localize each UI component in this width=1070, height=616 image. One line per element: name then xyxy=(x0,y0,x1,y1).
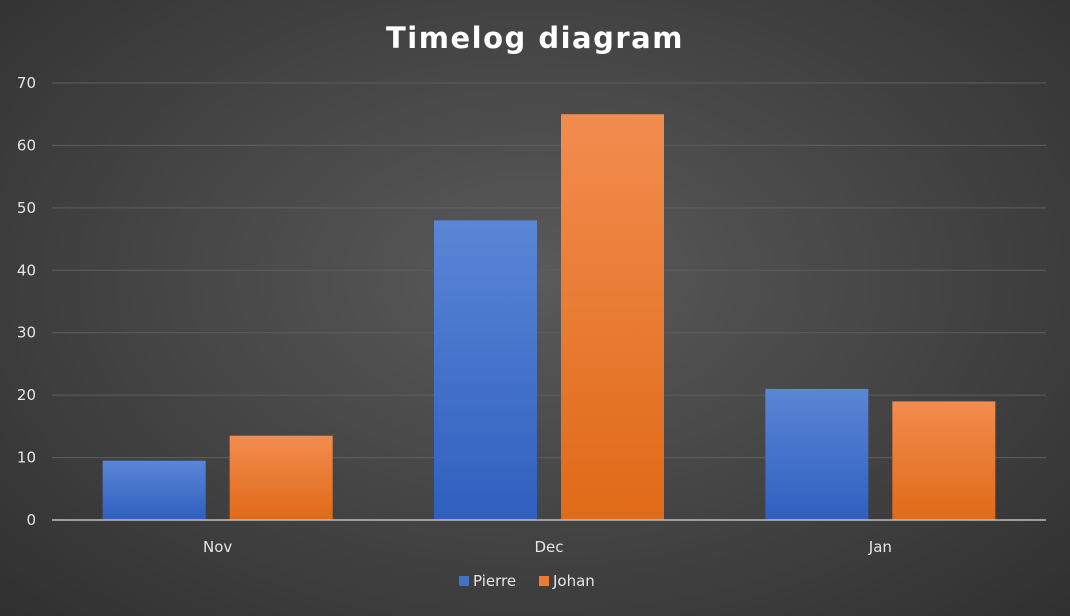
bar-johan-dec xyxy=(561,114,664,520)
legend-swatch-pierre xyxy=(459,576,469,586)
y-tick-label: 30 xyxy=(17,324,36,342)
gridlines xyxy=(52,82,1046,459)
bar-johan-jan xyxy=(892,401,996,520)
x-category-label: Dec xyxy=(534,538,563,556)
y-tick-label: 60 xyxy=(17,136,36,154)
y-tick-label: 50 xyxy=(17,199,36,217)
bar-pierre-jan xyxy=(765,388,869,520)
bar-pierre-dec xyxy=(434,220,537,521)
legend-swatch-johan xyxy=(539,576,549,586)
legend-label-pierre: Pierre xyxy=(473,572,516,590)
bar-pierre-nov xyxy=(102,460,206,520)
x-category-label: Jan xyxy=(868,538,892,556)
y-tick-label: 0 xyxy=(26,511,36,529)
y-axis-ticks: 0 10 20 30 40 50 60 70 xyxy=(17,74,36,529)
bars xyxy=(102,114,996,521)
x-axis: Nov Dec Jan xyxy=(52,519,1046,556)
y-tick-label: 10 xyxy=(17,449,36,467)
x-category-label: Nov xyxy=(203,538,232,556)
bar-johan-nov xyxy=(229,435,333,520)
legend: Pierre Johan xyxy=(459,572,595,590)
y-tick-label: 70 xyxy=(17,74,36,92)
chart-title: Timelog diagram xyxy=(386,21,684,55)
y-tick-label: 40 xyxy=(17,261,36,279)
y-tick-label: 20 xyxy=(17,386,36,404)
legend-label-johan: Johan xyxy=(552,572,595,590)
